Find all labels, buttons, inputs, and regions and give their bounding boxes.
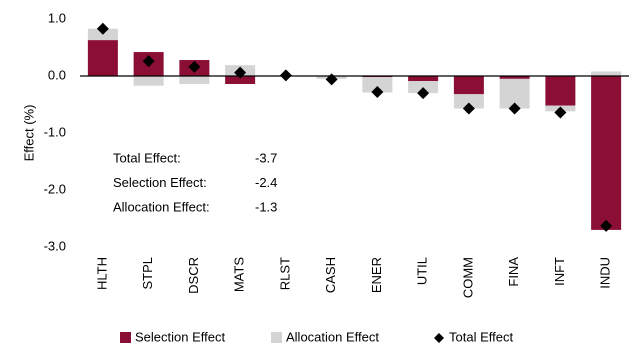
legend-swatch — [120, 332, 131, 343]
annotation-value: -3.7 — [255, 150, 277, 165]
bar — [591, 71, 622, 76]
total-marker — [417, 87, 430, 100]
legend-label: Selection Effect — [135, 329, 225, 344]
total-marker — [508, 102, 521, 115]
bar — [453, 94, 484, 109]
total-marker — [554, 106, 567, 119]
y-tick-label: 1.0 — [48, 10, 66, 25]
y-tick-label: -2.0 — [44, 181, 66, 196]
y-tick-label: -1.0 — [44, 124, 66, 139]
total-marker — [279, 69, 292, 82]
bar — [545, 76, 576, 106]
x-tick-label: UTIL — [415, 257, 430, 285]
total-marker — [96, 22, 109, 35]
x-tick-label: DSCR — [186, 257, 201, 294]
x-tick-label: COMM — [460, 257, 475, 298]
annotation-label: Total Effect: — [113, 150, 181, 165]
total-marker — [371, 85, 384, 98]
x-tick-label: MATS — [232, 257, 247, 292]
bar — [87, 40, 118, 76]
y-tick-label: -3.0 — [44, 238, 66, 253]
y-axis-label: Effect (%) — [21, 105, 36, 162]
annotation-value: -2.4 — [255, 175, 277, 190]
x-tick-label: INFT — [552, 257, 567, 286]
x-tick-label: ENER — [369, 257, 384, 293]
x-tick-label: STPL — [140, 257, 155, 290]
annotation-label: Allocation Effect: — [113, 199, 210, 214]
legend-swatch — [434, 333, 444, 343]
bar — [362, 77, 393, 93]
total-marker — [325, 73, 338, 86]
y-tick-label: 0.0 — [48, 67, 66, 82]
legend-label: Allocation Effect — [286, 329, 379, 344]
x-tick-label: FINA — [506, 257, 521, 287]
bar — [133, 76, 164, 86]
bar — [225, 76, 256, 84]
total-marker — [188, 60, 201, 73]
x-tick-label: HLTH — [94, 257, 109, 290]
x-tick-label: RLST — [277, 257, 292, 290]
total-marker — [142, 55, 155, 68]
x-tick-label: CASH — [323, 257, 338, 293]
x-tick-label: INDU — [598, 257, 613, 289]
legend-label: Total Effect — [449, 329, 513, 344]
total-marker — [600, 219, 613, 232]
annotation-value: -1.3 — [255, 199, 277, 214]
bar — [453, 76, 484, 95]
bar — [591, 76, 622, 230]
bar — [179, 76, 210, 84]
bar — [408, 76, 439, 82]
total-marker — [234, 66, 247, 79]
legend-swatch — [271, 332, 282, 343]
annotation-label: Selection Effect: — [113, 175, 207, 190]
bar — [499, 76, 530, 79]
total-marker — [462, 102, 475, 115]
